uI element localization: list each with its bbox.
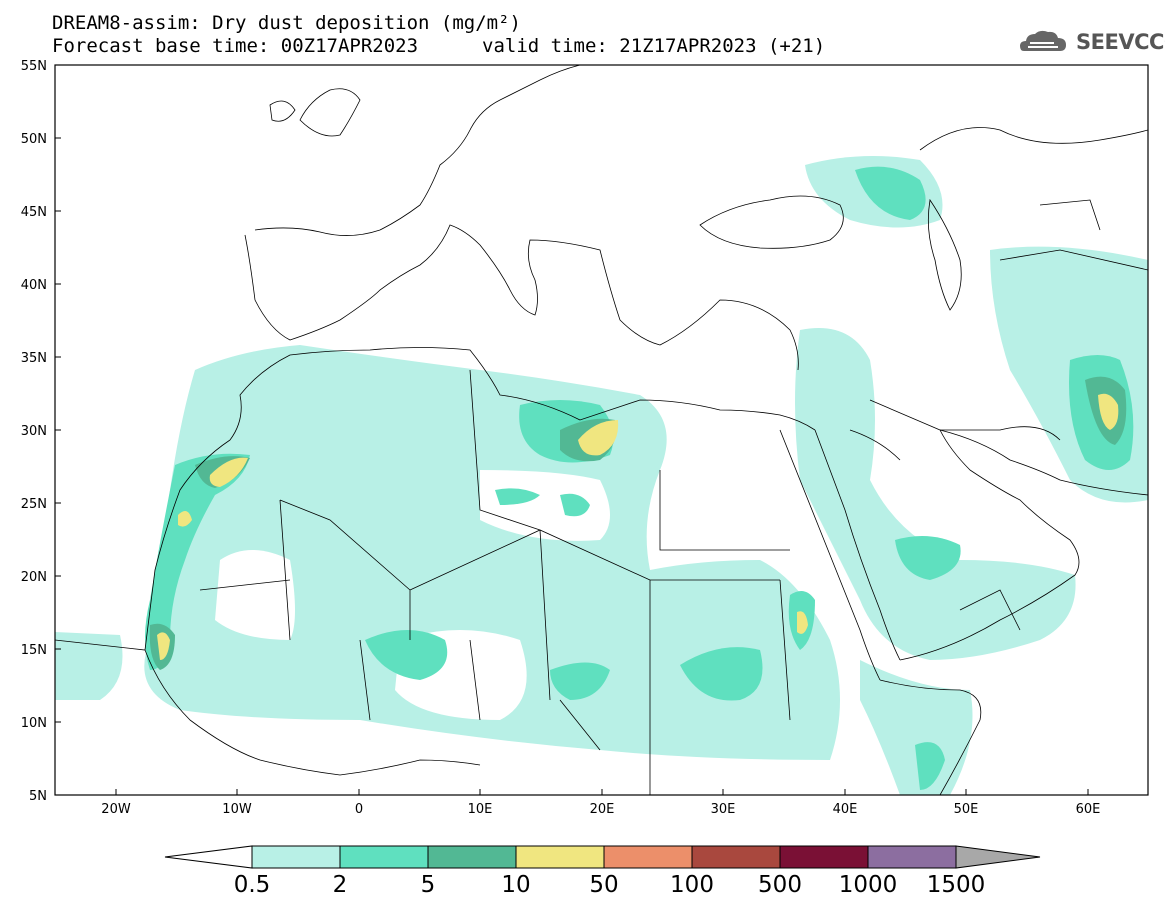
lon-tick: 0 [355, 789, 363, 817]
lon-tick: 10E [468, 789, 493, 817]
lat-tick: 25N [21, 497, 61, 512]
svg-text:55N: 55N [21, 59, 47, 74]
svg-text:15N: 15N [21, 643, 47, 658]
lon-tick: 20E [590, 789, 615, 817]
lat-tick: 45N [21, 205, 61, 220]
lat-tick: 15N [21, 643, 61, 658]
svg-text:45N: 45N [21, 205, 47, 220]
svg-text:5N: 5N [29, 789, 47, 804]
lon-tick: 60E [1076, 789, 1101, 817]
lat-tick: 20N [21, 570, 61, 585]
colorbar-label: 5 [421, 872, 436, 898]
lat-tick: 10N [21, 716, 61, 731]
lon-tick: 10W [222, 789, 252, 817]
colorbar-segment [427, 845, 517, 869]
lon-tick: 50E [954, 789, 979, 817]
dust-shading [55, 156, 1148, 795]
colorbar-label: 1000 [839, 872, 898, 898]
valid-time: valid time: 21Z17APR2023 (+21) [482, 35, 826, 57]
svg-text:50N: 50N [21, 132, 47, 147]
colorbar-segment-low [164, 845, 253, 869]
lat-tick: 5N [29, 789, 61, 804]
lat-tick: 40N [21, 278, 61, 293]
lon-tick: 30E [711, 789, 736, 817]
colorbar-segment [251, 845, 341, 869]
svg-text:40N: 40N [21, 278, 47, 293]
colorbar-label: 1500 [927, 872, 986, 898]
svg-text:20W: 20W [101, 802, 131, 817]
svg-text:60E: 60E [1076, 802, 1101, 817]
svg-text:40E: 40E [833, 802, 858, 817]
lon-axis: 20W 10W 0 10E 20E 30E 40E 50E 60E [101, 789, 1100, 817]
svg-text:25N: 25N [21, 497, 47, 512]
lat-axis: 55N 50N 45N 40N 35N 30N 25N 20N 15N 10N … [21, 59, 61, 804]
colorbar-segment [603, 845, 693, 869]
svg-text:10N: 10N [21, 716, 47, 731]
colorbar-segment [691, 845, 781, 869]
cloud-icon [1020, 30, 1066, 51]
lon-tick: 40E [833, 789, 858, 817]
svg-text:20N: 20N [21, 570, 47, 585]
svg-text:10E: 10E [468, 802, 493, 817]
colorbar-label: 2 [333, 872, 348, 898]
svg-text:30N: 30N [21, 424, 47, 439]
colorbar-label: 50 [589, 872, 618, 898]
colorbar-segment [867, 845, 957, 869]
svg-text:20E: 20E [590, 802, 615, 817]
svg-text:50E: 50E [954, 802, 979, 817]
colorbar-segment [515, 845, 605, 869]
lat-tick: 30N [21, 424, 61, 439]
forecast-base-time: Forecast base time: 00Z17APR2023 [52, 35, 419, 57]
colorbar-segment-high [955, 845, 1041, 869]
colorbar-label: 500 [758, 872, 802, 898]
coastlines [55, 65, 1148, 795]
svg-text:35N: 35N [21, 351, 47, 366]
colorbar-label: 10 [501, 872, 530, 898]
colorbar-label: 0.5 [234, 872, 271, 898]
colorbar-segment [339, 845, 429, 869]
map-title: DREAM8-assim: Dry dust deposition (mg/m²… [52, 12, 521, 34]
logo-text: SEEVCCC [1076, 30, 1165, 54]
lon-tick: 20W [101, 789, 131, 817]
svg-text:10W: 10W [222, 802, 252, 817]
lat-tick: 50N [21, 132, 61, 147]
svg-text:30E: 30E [711, 802, 736, 817]
colorbar: 0.5 2 5 10 50 100 500 1000 1500 [164, 845, 1041, 898]
lat-tick: 35N [21, 351, 61, 366]
colorbar-segment [779, 845, 869, 869]
svg-text:0: 0 [355, 802, 363, 817]
colorbar-label: 100 [670, 872, 714, 898]
lat-tick: 55N [21, 59, 61, 74]
